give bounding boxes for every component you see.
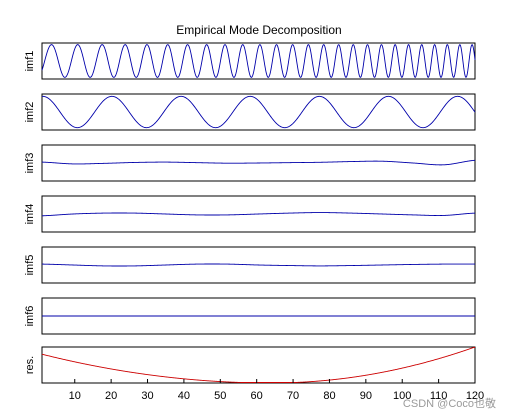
x-tick-label: 30 (141, 390, 153, 402)
panel-imf3: imf3 (24, 144, 476, 182)
x-tick-label: 10 (69, 390, 81, 402)
series-line-imf2 (41, 95, 476, 129)
panel-imf6: imf6 (24, 297, 476, 335)
panel-label: imf1 (24, 51, 36, 72)
chart-title: Empirical Mode Decomposition (176, 23, 341, 37)
panel-label: res. (24, 356, 36, 374)
x-tick-label: 90 (360, 390, 372, 402)
panel-imf4: imf4 (24, 195, 476, 233)
series-line-imf5 (41, 263, 475, 267)
x-tick-label: 110 (430, 390, 448, 402)
x-tick-label: 100 (393, 390, 411, 402)
panel-label: imf3 (24, 153, 36, 174)
panel-frame (41, 93, 476, 131)
x-tick-label: 80 (323, 390, 335, 402)
series-line-imf1 (41, 43, 476, 78)
watermark: CSDN @Coco也敬 (402, 398, 496, 410)
panel-label: imf4 (24, 204, 36, 225)
x-tick-label: 50 (214, 390, 226, 402)
series-line-imf4 (41, 212, 476, 217)
panel-imf1: imf1 (24, 42, 476, 80)
imf-panels: imf1 imf2 imf3 imf4 imf5 imf6 res. (24, 42, 476, 384)
x-tick-label: 60 (251, 390, 263, 402)
series-line-imf3 (41, 159, 476, 166)
panel-imf2: imf2 (24, 93, 476, 131)
x-tick-label: 70 (287, 390, 299, 402)
x-axis: 10 20 30 40 50 60 70 80 90 100 110 120 (69, 379, 484, 402)
series-line-res (41, 347, 475, 383)
panel-res: res. (24, 346, 476, 384)
panel-frame (41, 346, 476, 384)
x-tick-label: 20 (105, 390, 117, 402)
panel-imf5: imf5 (24, 246, 476, 284)
panel-frame (41, 42, 476, 80)
x-tick-label: 40 (178, 390, 190, 402)
panel-label: imf2 (24, 102, 36, 123)
panel-label: imf5 (24, 255, 36, 276)
panel-label: imf6 (24, 306, 36, 327)
x-tick-label: 120 (466, 390, 484, 402)
